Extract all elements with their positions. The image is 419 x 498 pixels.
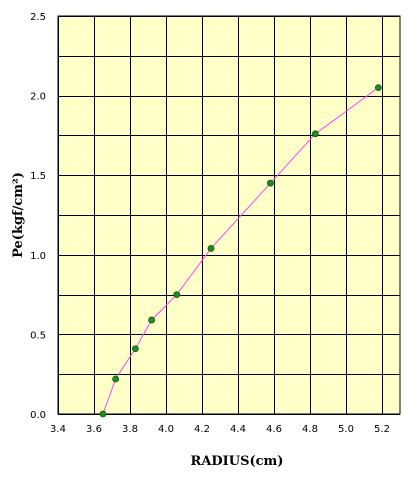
data-point [131, 345, 139, 353]
y-tick-label: 1.5 [30, 171, 46, 182]
data-point [311, 130, 319, 138]
x-tick-label: 4.4 [230, 424, 246, 435]
x-axis-title: RADIUS(cm) [191, 454, 284, 469]
y-tick-label: 2.0 [30, 92, 46, 103]
y-tick-label: 2.5 [30, 12, 46, 23]
y-tick-label: 0.0 [30, 410, 46, 421]
x-tick-label: 4.2 [194, 424, 210, 435]
data-point [148, 316, 156, 324]
x-tick-label: 3.8 [122, 424, 138, 435]
x-tick-label: 5.2 [374, 424, 390, 435]
x-tick-label: 5.0 [338, 424, 354, 435]
data-point [99, 410, 107, 418]
data-point [374, 84, 382, 92]
data-point [112, 375, 119, 383]
y-tick-label: 0.5 [30, 330, 46, 341]
data-point [266, 179, 274, 187]
x-tick-label: 4.6 [266, 424, 282, 435]
data-point [207, 245, 215, 252]
y-axis-title: Pe(kgf/cm²) [11, 172, 26, 258]
data-point [173, 291, 181, 299]
x-tick-label: 4.0 [158, 424, 174, 435]
x-tick-label: 3.4 [50, 424, 66, 435]
x-tick-label: 3.6 [86, 424, 102, 435]
y-tick-label: 1.0 [30, 251, 46, 262]
x-tick-label: 4.8 [302, 424, 318, 435]
